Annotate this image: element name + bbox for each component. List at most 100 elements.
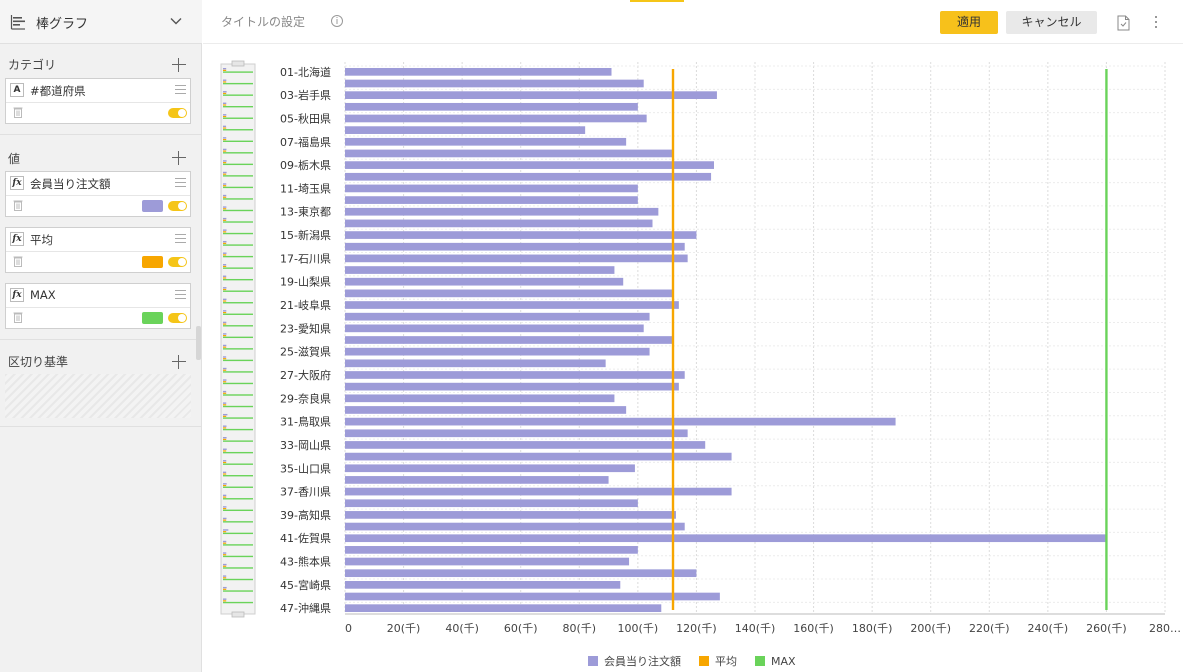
x-tick-label: 40(千) xyxy=(445,622,479,635)
category-label: 01-北海道 xyxy=(280,65,331,79)
navigator-mark xyxy=(223,369,227,371)
value-field-card[interactable]: fx 平均 xyxy=(5,227,191,273)
navigator-mark xyxy=(223,544,253,546)
formula-icon: fx xyxy=(10,288,24,302)
navigator-bar xyxy=(223,402,227,404)
series-visibility-toggle[interactable] xyxy=(168,257,187,267)
value-field-card[interactable]: fx 会員当り注文額 xyxy=(5,171,191,217)
navigator-bar xyxy=(223,229,227,231)
navigator-mark xyxy=(223,415,227,417)
navigator-bar xyxy=(223,344,227,347)
bar xyxy=(345,534,1107,543)
trash-icon[interactable] xyxy=(13,255,23,267)
bar xyxy=(345,464,635,473)
series-color-swatch[interactable] xyxy=(142,200,163,212)
bar xyxy=(345,452,732,461)
navigator-mark xyxy=(223,451,253,454)
series-color-swatch[interactable] xyxy=(142,256,163,268)
trash-icon[interactable] xyxy=(13,199,23,211)
navigator-mark xyxy=(223,519,227,521)
navigator-bar xyxy=(223,252,227,254)
bar xyxy=(345,91,717,99)
drag-handle-icon[interactable] xyxy=(175,178,186,187)
category-label: 47-沖縄県 xyxy=(280,601,331,615)
chevron-down-icon[interactable] xyxy=(170,17,182,25)
navigator-mark xyxy=(223,325,253,327)
more-options-icon[interactable] xyxy=(1154,16,1158,30)
navigator-mark xyxy=(223,531,227,533)
navigator-mark xyxy=(223,92,227,95)
bar-chart[interactable]: 0 20(千) 40(千) 60(千) 80(千) 100(千) 120(千) 140(千) 1… xyxy=(203,44,1183,644)
navigator-bar xyxy=(223,460,227,462)
x-tick-label: 200(千) xyxy=(910,622,951,635)
document-icon[interactable] xyxy=(1117,15,1130,31)
series-color-swatch[interactable] xyxy=(142,312,163,324)
chart-header: タイトルの設定 i 適用 キャンセル xyxy=(203,0,1183,44)
drag-handle-icon[interactable] xyxy=(175,290,186,299)
x-tick-label: 60(千) xyxy=(504,622,538,635)
category-label: 25-滋賀県 xyxy=(280,346,331,359)
bar xyxy=(345,487,732,496)
bar xyxy=(345,347,650,356)
navigator-mark xyxy=(223,242,227,244)
navigator-bar xyxy=(223,586,227,589)
category-label: 29-奈良県 xyxy=(280,391,331,405)
navigator-mark xyxy=(223,486,253,488)
navigator-bar xyxy=(223,448,227,450)
chart-type-selector[interactable]: 棒グラフ xyxy=(0,0,202,44)
series-visibility-toggle[interactable] xyxy=(168,313,187,323)
navigator-mark xyxy=(223,463,253,465)
navigator-mark xyxy=(223,115,227,118)
navigator-bar xyxy=(223,91,227,93)
navigator-mark xyxy=(223,138,227,141)
trash-icon[interactable] xyxy=(13,106,23,118)
category-label: 21-岐阜県 xyxy=(280,299,331,312)
navigator-mark xyxy=(223,404,227,406)
navigator-mark xyxy=(223,590,253,592)
bar xyxy=(345,417,896,426)
navigator-mark xyxy=(223,71,253,73)
navigator-mark xyxy=(223,300,227,302)
category-field-card[interactable]: A #都道府県 xyxy=(5,78,191,124)
trash-icon[interactable] xyxy=(13,311,23,323)
legend-item[interactable]: 会員当り注文額 xyxy=(588,653,681,669)
chart-legend: 会員当り注文額 平均 MAX xyxy=(588,653,814,669)
bar xyxy=(345,137,627,146)
navigator-bar xyxy=(223,240,227,243)
add-category-button[interactable] xyxy=(172,58,186,72)
drag-handle-icon[interactable] xyxy=(175,234,186,243)
navigator-mark xyxy=(223,81,227,83)
split-section-title: 区切り基準 xyxy=(8,355,69,369)
value-field-card[interactable]: fx MAX xyxy=(5,283,191,329)
navigator-mark xyxy=(223,405,253,408)
navigator-bar xyxy=(223,275,227,277)
series-visibility-toggle[interactable] xyxy=(168,201,187,211)
navigator-bar xyxy=(223,102,227,104)
add-value-button[interactable] xyxy=(172,151,186,165)
navigator-mark xyxy=(223,600,227,602)
bar xyxy=(345,114,647,123)
info-icon[interactable]: i xyxy=(331,15,343,27)
navigator-mark xyxy=(223,255,253,258)
sidebar-resize-handle[interactable] xyxy=(196,326,201,360)
navigator-bar xyxy=(223,471,227,474)
legend-item[interactable]: MAX xyxy=(755,655,796,668)
drag-handle-icon[interactable] xyxy=(175,85,186,94)
navigator-mark xyxy=(223,371,253,373)
bar xyxy=(345,149,673,158)
navigator-mark xyxy=(223,323,227,325)
bar xyxy=(345,371,685,379)
cancel-button[interactable]: キャンセル xyxy=(1006,11,1097,34)
navigator-mark xyxy=(223,498,253,500)
bar xyxy=(345,336,673,344)
category-visibility-toggle[interactable] xyxy=(168,108,187,118)
apply-button[interactable]: 適用 xyxy=(940,11,998,34)
add-split-button[interactable] xyxy=(172,355,186,369)
navigator-mark xyxy=(223,554,227,556)
split-drop-zone[interactable] xyxy=(5,374,191,418)
navigator-mark xyxy=(223,555,253,558)
chart-title-input[interactable]: タイトルの設定 xyxy=(221,15,306,29)
legend-item[interactable]: 平均 xyxy=(699,653,737,669)
bar xyxy=(345,499,638,508)
category-label: 11-埼玉県 xyxy=(280,181,331,195)
